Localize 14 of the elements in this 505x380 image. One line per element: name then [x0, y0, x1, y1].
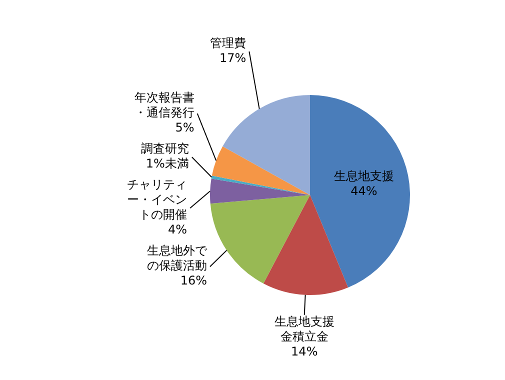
data-label: 4% — [168, 222, 188, 237]
slice-label: 生息地外での保護活動 — [147, 244, 208, 273]
data-label: 5% — [175, 120, 194, 135]
slice-label: 調査研究 — [140, 142, 189, 156]
slice-label: 年次報告書・通信発行 — [134, 90, 194, 120]
data-label: 17% — [220, 51, 246, 66]
slice-label: 生息地支援金積立金 — [274, 314, 334, 344]
data-label: 16% — [180, 274, 208, 288]
slice-label: 生息地支援 — [334, 168, 394, 183]
slice-label: チャリティー・イベントの開催 — [127, 178, 188, 222]
data-label: 44% — [350, 184, 378, 198]
data-label: 1%未満 — [146, 156, 189, 171]
slice-label: 管理費 — [210, 36, 246, 50]
data-label: 14% — [291, 344, 318, 358]
